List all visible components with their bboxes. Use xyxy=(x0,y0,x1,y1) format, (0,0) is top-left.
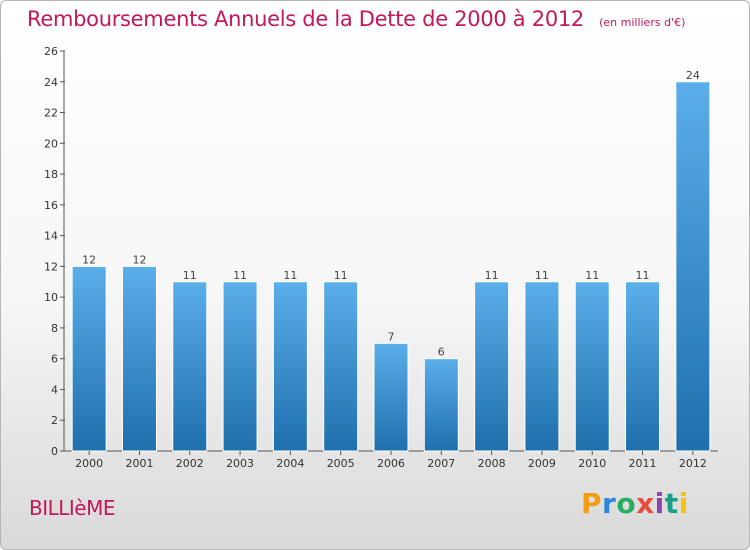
x-tick-label: 2011 xyxy=(629,457,657,470)
bar-value-label: 11 xyxy=(233,269,247,282)
y-tick-label: 10 xyxy=(44,291,58,304)
bar xyxy=(423,358,459,452)
logo-letter: P xyxy=(581,487,603,520)
bar-value-label: 24 xyxy=(686,69,700,82)
x-tick-label: 2007 xyxy=(427,457,455,470)
y-tick-label: 16 xyxy=(44,199,58,212)
chart-title-block: Remboursements Annuels de la Dette de 20… xyxy=(27,7,685,31)
logo-letter: x xyxy=(636,487,655,520)
y-tick-label: 18 xyxy=(44,168,58,181)
bar-value-label: 11 xyxy=(535,269,549,282)
bar-value-label: 11 xyxy=(485,269,499,282)
bar xyxy=(71,265,107,452)
logo-letter: r xyxy=(602,487,617,520)
x-tick-label: 2001 xyxy=(125,457,153,470)
logo-letter: o xyxy=(616,487,637,520)
x-tick-label: 2005 xyxy=(327,457,355,470)
chart-title: Remboursements Annuels de la Dette de 20… xyxy=(27,7,584,31)
bar xyxy=(272,281,308,452)
y-tick-label: 2 xyxy=(51,414,58,427)
logo-letter: i xyxy=(654,487,665,520)
bar xyxy=(474,281,510,452)
y-tick-label: 24 xyxy=(44,76,58,89)
proxiti-logo[interactable]: Proxiti xyxy=(581,487,689,520)
bar-value-label: 11 xyxy=(636,269,650,282)
bar-value-label: 11 xyxy=(334,269,348,282)
bar-value-label: 12 xyxy=(132,253,146,266)
bar-value-label: 12 xyxy=(82,253,96,266)
bar xyxy=(524,281,560,452)
bar-value-label: 6 xyxy=(438,346,445,359)
bar xyxy=(222,281,258,452)
y-tick-label: 20 xyxy=(44,137,58,150)
bar-value-label: 11 xyxy=(283,269,297,282)
bar-value-label: 7 xyxy=(388,330,395,343)
bar xyxy=(323,281,359,452)
y-tick-label: 4 xyxy=(51,383,58,396)
bar xyxy=(625,281,661,452)
y-tick-label: 12 xyxy=(44,260,58,273)
x-tick-label: 2003 xyxy=(226,457,254,470)
x-tick-label: 2002 xyxy=(176,457,204,470)
x-tick-label: 2006 xyxy=(377,457,405,470)
bar-value-label: 11 xyxy=(183,269,197,282)
bar xyxy=(172,281,208,452)
x-tick-label: 2009 xyxy=(528,457,556,470)
x-tick-label: 2000 xyxy=(75,457,103,470)
y-tick-label: 6 xyxy=(51,353,58,366)
bar xyxy=(574,281,610,452)
y-tick-label: 8 xyxy=(51,322,58,335)
commune-name: BILLIèME xyxy=(29,496,116,520)
y-tick-label: 22 xyxy=(44,107,58,120)
y-tick-label: 26 xyxy=(44,45,58,58)
x-tick-label: 2004 xyxy=(276,457,304,470)
bar xyxy=(373,342,409,452)
logo-letter: i xyxy=(678,487,689,520)
y-tick-label: 0 xyxy=(51,445,58,458)
y-tick-label: 14 xyxy=(44,230,58,243)
x-tick-label: 2012 xyxy=(679,457,707,470)
x-tick-label: 2010 xyxy=(578,457,606,470)
logo-letter: t xyxy=(664,487,679,520)
bar xyxy=(675,81,711,452)
x-tick-label: 2008 xyxy=(478,457,506,470)
bar xyxy=(121,265,157,452)
bar-value-label: 11 xyxy=(585,269,599,282)
chart-unit-note: (en milliers d'€) xyxy=(599,16,686,29)
